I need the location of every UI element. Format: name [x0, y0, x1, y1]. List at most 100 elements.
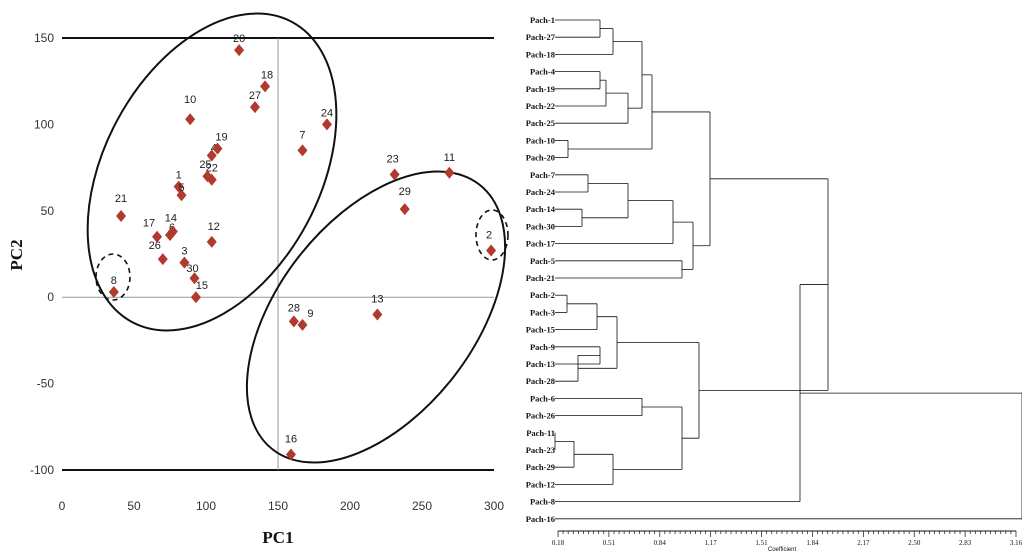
coefficient-tick-label: 2.83	[959, 539, 972, 547]
leaf-label: Pach-6	[530, 393, 555, 403]
leaf-label: Pach-4	[530, 67, 556, 77]
leaf-label: Pach-19	[526, 84, 555, 94]
coefficient-tick-label: 0.84	[654, 539, 667, 547]
scatter-x-ticks: 0 50 100 150 200 250 300	[59, 499, 505, 513]
leaf-label: Pach-8	[530, 497, 555, 507]
coefficient-tick-label: 1.51	[755, 539, 768, 547]
scatter-point	[157, 253, 168, 266]
x-axis-title: PC1	[262, 528, 293, 547]
scatter-point	[321, 118, 332, 131]
coefficient-axis: 0.18 0.51 0.84 1.17 1.51 1.84 2.17 2.50 2.83 3.16	[552, 530, 1022, 547]
coefficient-tick-label: 3.16	[1010, 539, 1022, 547]
leaf-label: Pach-20	[526, 153, 555, 163]
point-label: 1	[176, 170, 182, 182]
x-tick-label: 150	[268, 499, 288, 513]
cluster-ellipse-upper	[86, 12, 338, 332]
leaf-label: Pach-5	[530, 256, 555, 266]
point-label: 17	[143, 218, 155, 230]
scatter-point	[152, 230, 163, 243]
scatter-point	[288, 315, 299, 328]
leaf-label: Pach-16	[526, 514, 555, 524]
leaf-label: Pach-9	[530, 342, 555, 352]
scatter-point	[297, 144, 308, 157]
leaf-label: Pach-23	[526, 445, 555, 455]
leaf-label: Pach-27	[526, 32, 556, 42]
scatter-point	[185, 113, 196, 126]
scatter-point	[190, 291, 201, 304]
scatter-point	[212, 142, 223, 155]
scatter-point	[116, 209, 127, 222]
scatter-point	[206, 149, 217, 162]
cluster-ellipses	[86, 12, 509, 464]
scatter-point	[399, 203, 410, 216]
point-label: 5	[178, 182, 184, 194]
leaf-label: Pach-15	[526, 325, 555, 335]
y-tick-label: 50	[41, 204, 55, 218]
scatter-point	[444, 166, 455, 179]
scatter-points: 1234567891011121314151617181920212223242…	[108, 33, 497, 461]
point-label: 8	[111, 275, 117, 287]
coefficient-tick-label: 1.84	[806, 539, 819, 547]
point-label: 12	[208, 221, 220, 233]
scatter-point	[389, 168, 400, 181]
leaf-label: Pach-28	[526, 376, 555, 386]
point-label: 11	[444, 152, 455, 164]
point-label: 2	[486, 230, 492, 242]
point-label: 24	[321, 107, 333, 119]
outlier-circle-8	[95, 253, 131, 301]
scatter-point	[179, 256, 190, 269]
scatter-point	[167, 225, 178, 238]
coefficient-tick-label: 2.50	[908, 539, 921, 547]
scatter-point	[202, 170, 213, 183]
point-label: 23	[387, 154, 399, 166]
point-label: 29	[399, 186, 411, 198]
coefficient-tick-label: 2.17	[857, 539, 870, 547]
point-label: 3	[181, 246, 187, 258]
leaf-label: Pach-12	[526, 479, 555, 489]
point-label: 19	[215, 132, 227, 144]
dendrogram-leaf-labels: Pach-1 Pach-27 Pach-18 Pach-4 Pach-19 Pach-22…	[526, 15, 556, 524]
coefficient-tick-label: 1.17	[705, 539, 718, 547]
coefficient-tick-label: 0.51	[603, 539, 616, 547]
scatter-point	[189, 272, 200, 285]
coefficient-tick-label: 0.18	[552, 539, 565, 547]
point-label: 9	[307, 308, 313, 320]
point-label: 18	[261, 69, 273, 81]
y-axis-title: PC2	[7, 239, 26, 270]
leaf-label: Pach-26	[526, 411, 555, 421]
scatter-gridlines	[62, 37, 494, 471]
dendrogram-chart: Pach-1Pach-27Pach-18Pach-4Pach-19Pach-22…	[526, 15, 1022, 553]
leaf-label: Pach-24	[526, 187, 556, 197]
point-label: 26	[149, 240, 161, 252]
cluster-ellipse-lower	[245, 170, 507, 464]
coefficient-axis-title: Coefficient	[768, 547, 797, 553]
leaf-label: Pach-2	[530, 290, 555, 300]
x-tick-label: 50	[127, 499, 141, 513]
scatter-point	[234, 44, 245, 57]
scatter-point	[372, 308, 383, 321]
outlier-circle-2	[475, 209, 509, 261]
leaf-label: Pach-21	[526, 273, 555, 283]
leaf-label: Pach-11	[526, 428, 555, 438]
leaf-label: Pach-7	[530, 170, 556, 180]
x-tick-label: 0	[59, 499, 66, 513]
point-label: 20	[233, 33, 245, 45]
dendrogram-branches	[554, 19, 1022, 520]
point-label: 15	[196, 280, 208, 292]
leaf-label: Pach-3	[530, 307, 555, 317]
scatter-point	[486, 244, 497, 257]
point-label: 16	[285, 433, 297, 445]
x-tick-label: 100	[196, 499, 216, 513]
point-label: 28	[288, 302, 300, 314]
scatter-point	[249, 101, 260, 114]
y-tick-label: -100	[30, 463, 54, 477]
point-label: 30	[186, 263, 198, 275]
y-tick-label: 150	[34, 31, 54, 45]
leaf-label: Pach-25	[526, 118, 555, 128]
leaf-label: Pach-22	[526, 101, 555, 111]
leaf-label: Pach-13	[526, 359, 555, 369]
point-label: 22	[206, 163, 218, 175]
scatter-point	[297, 318, 308, 331]
point-label: 13	[371, 293, 383, 305]
point-label: 7	[299, 129, 305, 141]
